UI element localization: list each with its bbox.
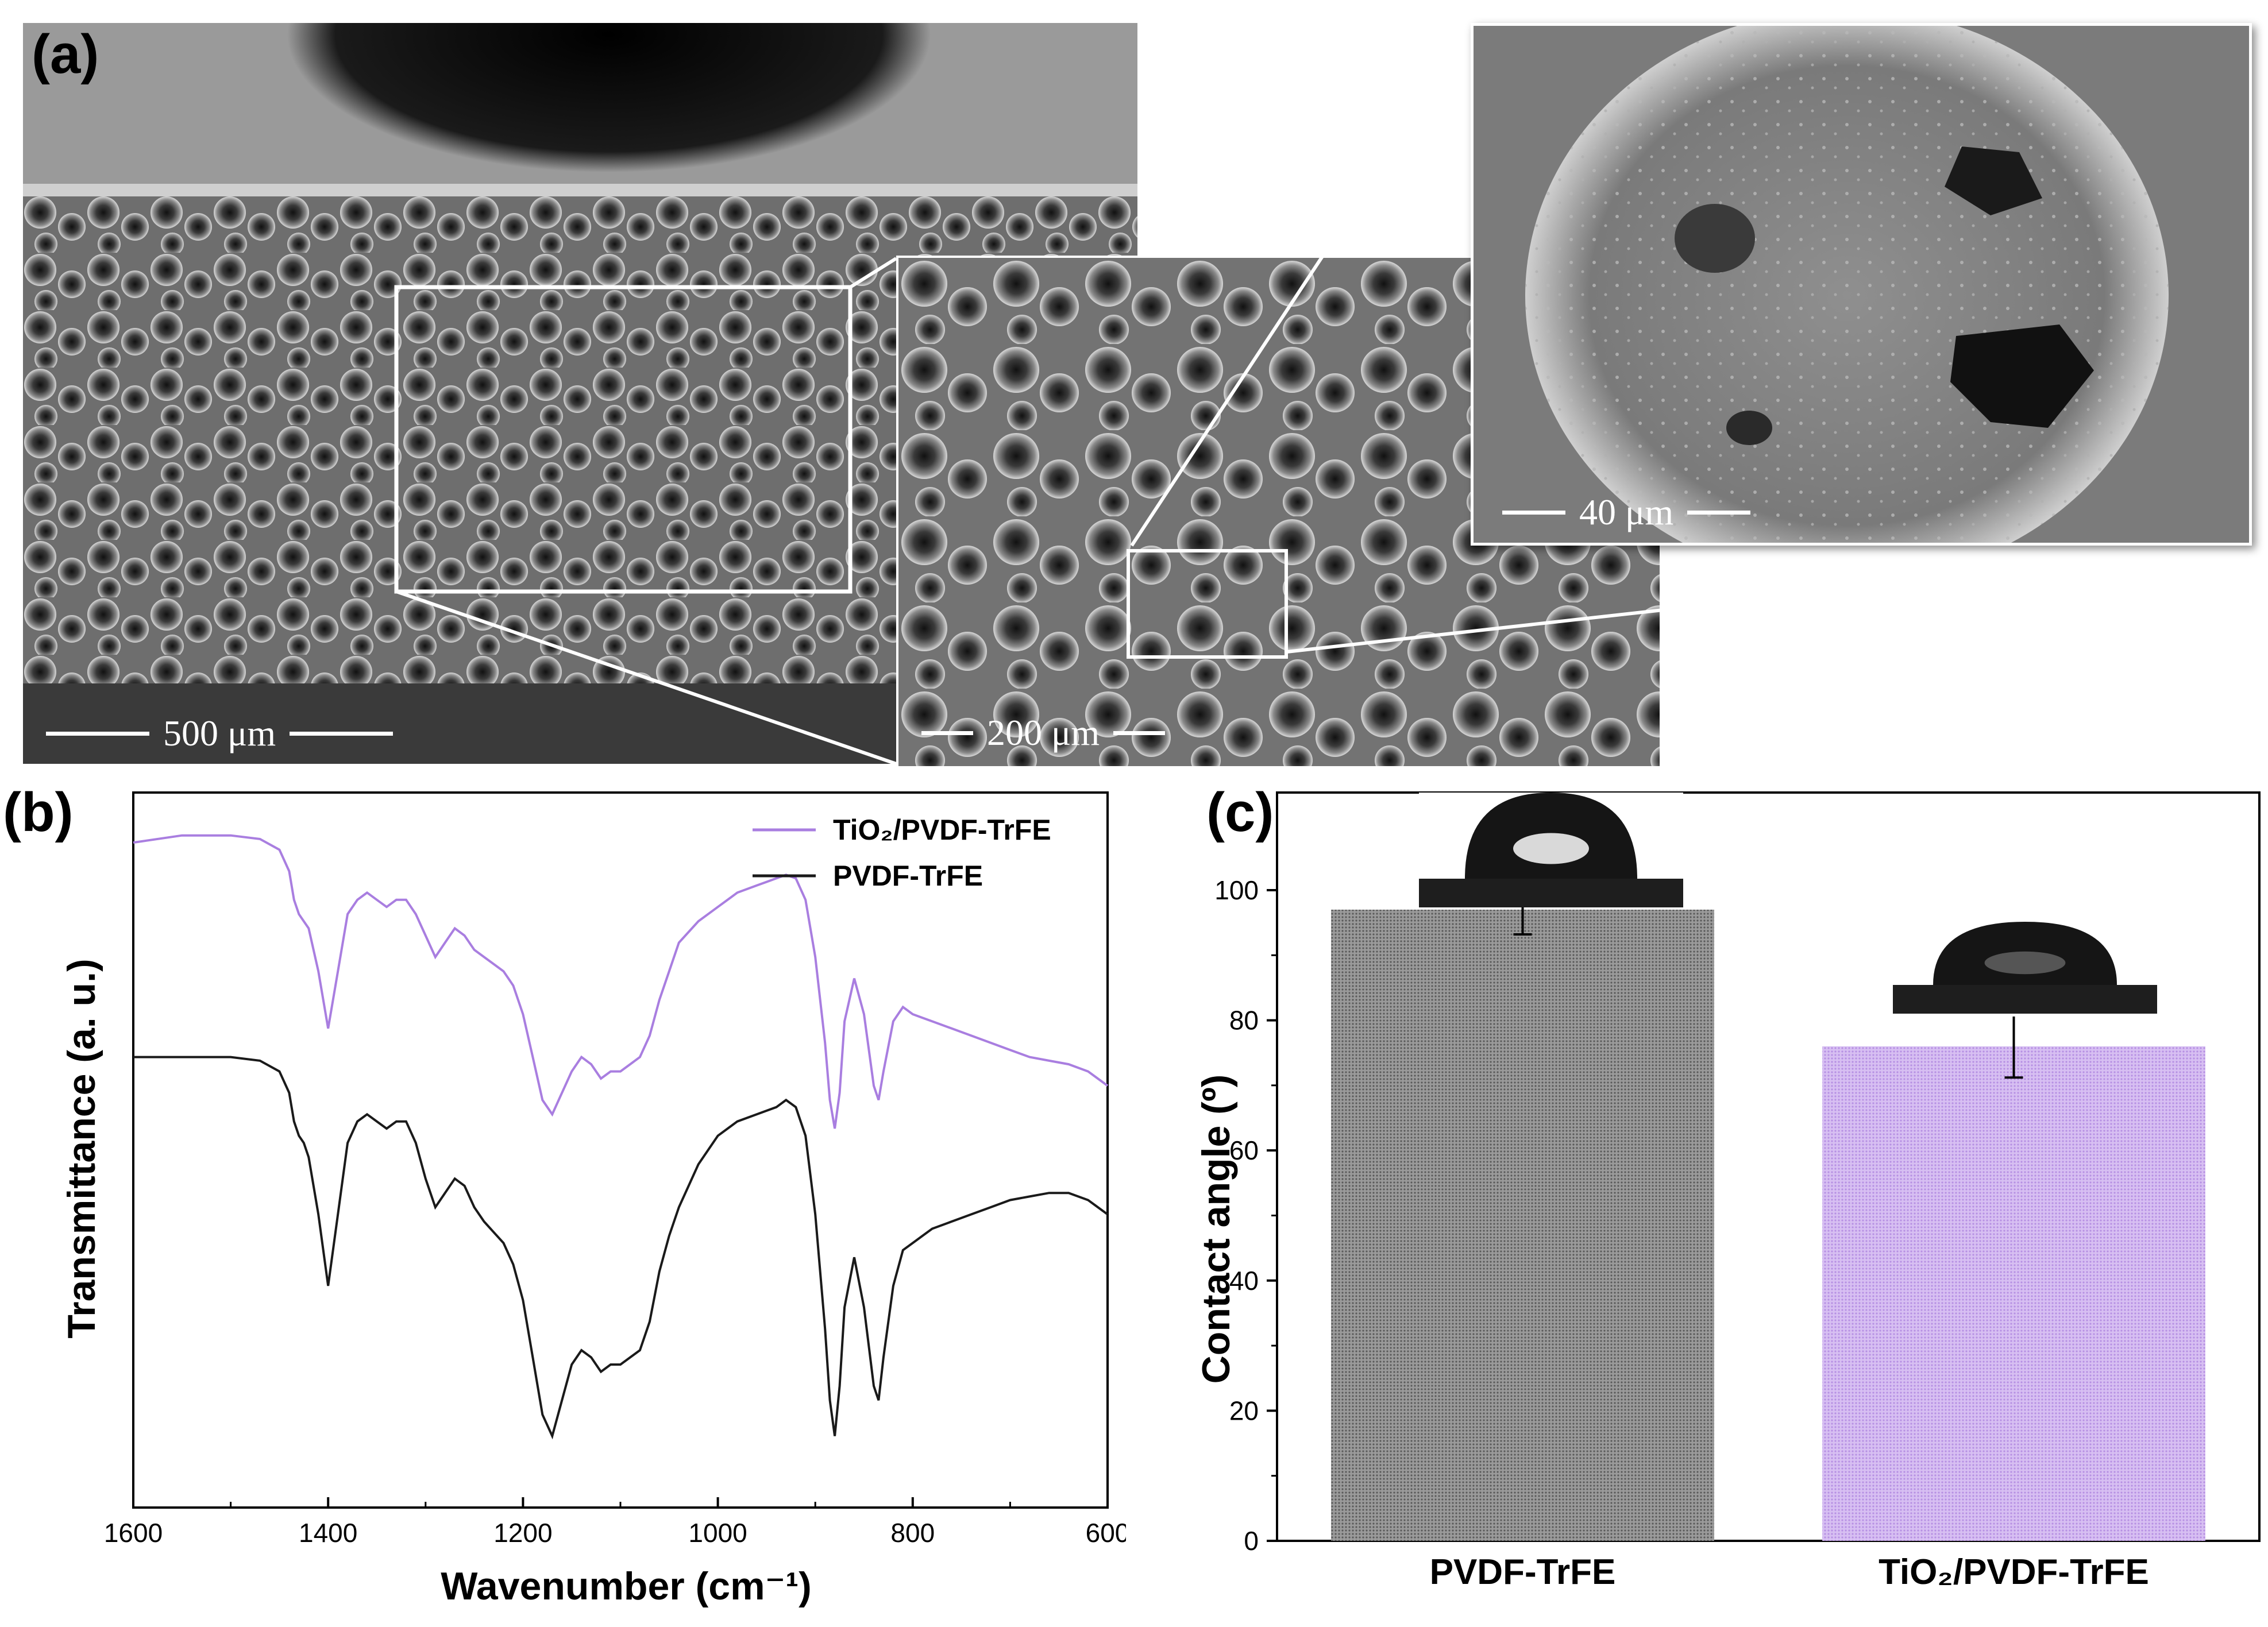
ftir-plot-frame xyxy=(132,791,1109,1509)
scale-bar-200um: 200 μm xyxy=(921,712,1166,754)
ftir-series-line-0 xyxy=(133,834,1109,1129)
ftir-legend-label-0: TiO₂/PVDF-TrFE xyxy=(833,814,1051,846)
contact-angle-bar-0 xyxy=(1331,909,1714,1541)
contact-angle-y-tick-label: 60 xyxy=(1229,1135,1259,1165)
zoom-connector-lines xyxy=(396,22,2241,766)
ftir-x-tick-label: 800 xyxy=(890,1518,935,1548)
contact-angle-y-axis-label: Contact angle (º) xyxy=(1194,1075,1238,1384)
droplet-insets xyxy=(1419,793,2157,1017)
contact-angle-category-label-0: PVDF-TrFE xyxy=(1430,1552,1616,1592)
ftir-x-tick-label: 1200 xyxy=(493,1518,552,1548)
ftir-x-tick-label: 1000 xyxy=(688,1518,747,1548)
ftir-axes xyxy=(132,791,1109,1509)
contact-angle-category-label-1: TiO₂/PVDF-TrFE xyxy=(1879,1552,2149,1592)
ftir-x-tick-label: 600 xyxy=(1086,1518,1126,1548)
ftir-x-tick-label: 1400 xyxy=(299,1518,357,1548)
scale-bar-40um: 40 μm xyxy=(1502,491,1751,534)
droplet-image-1 xyxy=(1893,902,2157,1017)
contact-angle-chart: PVDF-TrFE TiO₂/PVDF-TrFE 0 20 40 60 80 100 Con… xyxy=(1194,791,2261,1592)
contact-angle-y-tick-label: 0 xyxy=(1244,1526,1259,1556)
ftir-x-ticks: 1600 1400 1200 1000 800 600 xyxy=(104,1497,1126,1548)
droplet-image-0 xyxy=(1419,793,1683,907)
ftir-x-axis-label: Wavenumber (cm⁻¹) xyxy=(441,1564,811,1608)
ftir-legend: TiO₂/PVDF-TrFE PVDF-TrFE xyxy=(753,814,1051,892)
contact-angle-y-tick-label: 80 xyxy=(1229,1006,1259,1035)
contact-angle-ticks: 0 20 40 60 80 100 xyxy=(1214,875,1277,1556)
scale-bar-500um: 500 μm xyxy=(46,712,394,755)
contact-angle-bar-1 xyxy=(1822,1046,2205,1541)
panel-b-letter: (b) xyxy=(3,782,74,843)
panel-c-letter: (c) xyxy=(1206,782,1274,843)
contact-angle-bars: PVDF-TrFE TiO₂/PVDF-TrFE xyxy=(1331,883,2205,1592)
ftir-series-line-1 xyxy=(133,1056,1109,1440)
contact-angle-axes xyxy=(1276,791,2261,1542)
contact-angle-y-tick-label: 100 xyxy=(1214,875,1259,905)
sem-zoom2-texture xyxy=(1474,26,2249,543)
contact-angle-plot-frame xyxy=(1276,791,2261,1542)
ftir-x-tick-label: 1600 xyxy=(104,1518,163,1548)
contact-angle-y-tick-label: 20 xyxy=(1229,1396,1259,1425)
ftir-legend-label-1: PVDF-TrFE xyxy=(833,860,983,892)
ftir-chart: 1600 1400 1200 1000 800 600 TiO₂/PVDF-TrFE PVD… xyxy=(60,791,1126,1608)
sem-zoom2-image: 40 μm xyxy=(1471,23,2252,546)
ftir-series xyxy=(133,834,1109,1440)
contact-angle-y-tick-label: 40 xyxy=(1229,1266,1259,1296)
panel-a-letter: (a) xyxy=(32,24,99,85)
ftir-y-axis-label: Transmittance (a. u.) xyxy=(60,959,103,1338)
